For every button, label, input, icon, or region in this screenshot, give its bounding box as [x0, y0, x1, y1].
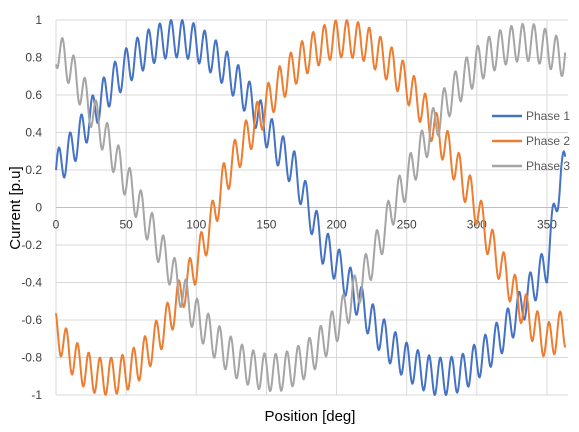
y-axis-title: Current [p.u] [7, 166, 24, 249]
legend-label-3: Phase 3 [526, 159, 570, 173]
series-lines [55, 19, 567, 396]
x-tick-label: 200 [327, 218, 347, 232]
series-line-2 [55, 19, 567, 396]
y-tick-label: -1 [31, 388, 42, 402]
y-tick-label: -0.8 [21, 351, 42, 365]
series-line-1 [55, 19, 567, 396]
legend-label-2: Phase 2 [526, 134, 570, 148]
series-line-3 [55, 22, 567, 393]
x-tick-label: 0 [53, 218, 60, 232]
x-tick-labels: 0 50 100 150 200 250 300 350 [53, 218, 558, 232]
x-tick-label: 100 [186, 218, 206, 232]
x-tick-label: 350 [537, 218, 557, 232]
x-tick-label: 50 [119, 218, 133, 232]
y-tick-label: 1 [35, 13, 42, 27]
y-tick-label: -0.6 [21, 313, 42, 327]
y-tick-label: -0.2 [21, 238, 42, 252]
y-tick-label: 0 [35, 201, 42, 215]
x-axis-title: Position [deg] [265, 408, 356, 425]
y-tick-label: 0.6 [25, 88, 42, 102]
y-tick-label: 0.2 [25, 163, 42, 177]
legend-label-1: Phase 1 [526, 109, 570, 123]
y-tick-label: 0.4 [25, 126, 42, 140]
y-tick-label: -0.4 [21, 276, 42, 290]
y-tick-label: 0.8 [25, 51, 42, 65]
x-tick-label: 250 [397, 218, 417, 232]
legend: Phase 1 Phase 2 Phase 3 [492, 109, 570, 173]
x-tick-label: 150 [256, 218, 276, 232]
y-tick-labels: -1 -0.8 -0.6 -0.4 -0.2 0 0.2 0.4 0.6 0.8 1 [21, 13, 42, 402]
